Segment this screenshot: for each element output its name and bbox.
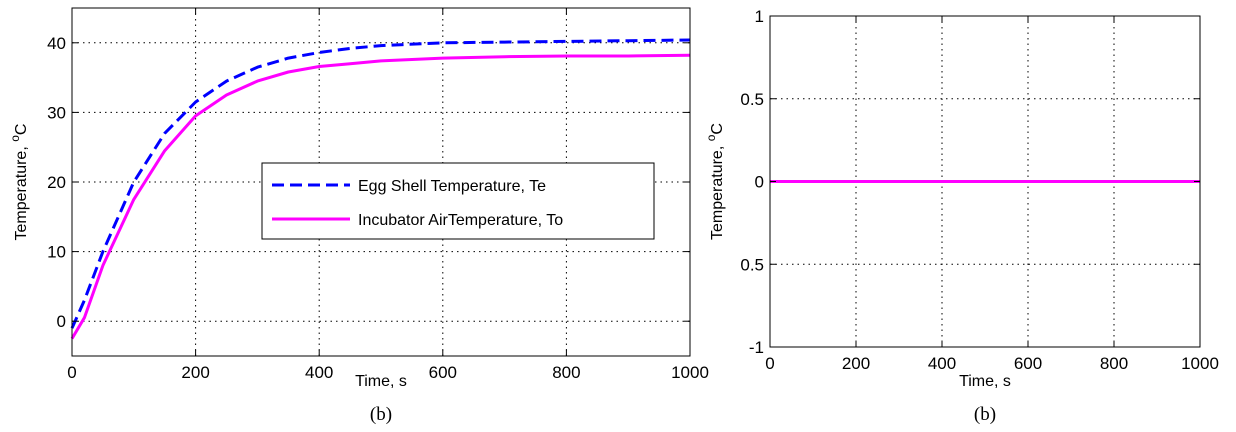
y-axis-label-text: Temperature,	[709, 141, 726, 240]
y-axis-label-unit: C	[13, 124, 30, 136]
series-line-0	[70, 38, 691, 329]
y-axis-label: Temperature, oC	[8, 124, 30, 241]
x-tick-label: 200	[181, 363, 209, 382]
x-tick-label: 1000	[671, 363, 709, 382]
y-tick-label: -1	[749, 338, 764, 357]
x-axis-label: Time, s	[355, 373, 407, 390]
y-axis-label-superscript: o	[8, 135, 22, 142]
x-tick-label: 400	[928, 354, 956, 373]
y-tick-label: 40	[47, 34, 66, 53]
y-tick-label: 20	[47, 173, 66, 192]
y-axis-label-superscript: o	[704, 134, 718, 141]
y-tick-label: 10	[47, 243, 66, 262]
series-line-1	[70, 53, 691, 340]
x-tick-label: 800	[1100, 354, 1128, 373]
y-tick-label: 0	[57, 312, 66, 331]
x-tick-label: 1000	[1181, 354, 1219, 373]
chart-right-panel: 0 200 400 600 800 1000 -1 0.5 0 0.5 1 Time, s Temper…	[704, 7, 1219, 425]
y-tick-label: 30	[47, 103, 66, 122]
x-tick-label: 600	[429, 363, 457, 382]
chart-left-panel: 0 200 400 600 800 1000 0 10 20 30 40 Time, s Tempera…	[8, 7, 709, 425]
y-tick-label: 0	[755, 173, 764, 192]
x-tick-label: 800	[552, 363, 580, 382]
x-axis-label: Time, s	[959, 373, 1011, 390]
y-tick-label: 1	[755, 7, 764, 26]
figure-caption: (b)	[370, 404, 392, 425]
y-axis-label-text: Temperature,	[13, 142, 30, 241]
x-tick-label: 400	[305, 363, 333, 382]
legend-label-0: Egg Shell Temperature, Te	[358, 178, 546, 195]
figure-caption: (b)	[974, 404, 996, 425]
x-tick-label: 0	[765, 354, 774, 373]
legend-box	[261, 162, 655, 240]
x-tick-label: 200	[842, 354, 870, 373]
legend-label-1: Incubator AirTemperature, To	[358, 212, 563, 229]
x-tick-label: 600	[1014, 354, 1042, 373]
y-axis-label: Temperature, oC	[704, 123, 726, 240]
y-tick-label: 0.5	[740, 255, 764, 274]
y-tick-label: 0.5	[740, 90, 764, 109]
y-axis-label-unit: C	[709, 123, 726, 135]
x-tick-label: 0	[67, 363, 76, 382]
